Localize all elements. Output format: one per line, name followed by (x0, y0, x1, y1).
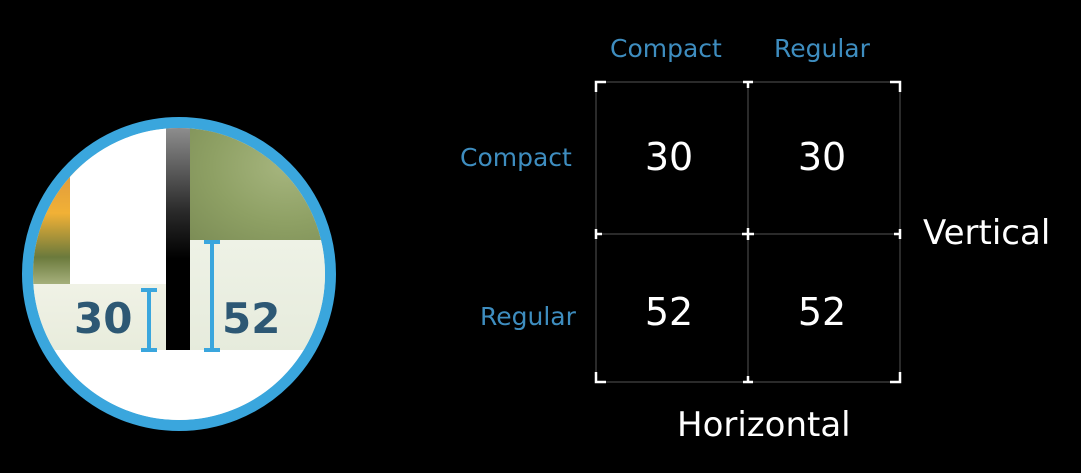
divider-bar (166, 128, 190, 353)
row-header-compact: Compact (460, 143, 572, 172)
magnifier-circle: 30 52 (22, 117, 336, 431)
lens-value-left: 30 (74, 294, 133, 343)
vertical-axis-label: Vertical (923, 213, 1051, 253)
cell-compact-compact: 30 (644, 135, 694, 179)
photo-fragment-right (190, 128, 325, 240)
lens-bottom-fill (33, 350, 325, 420)
cell-regular-compact: 52 (644, 290, 694, 334)
cell-compact-regular: 30 (797, 135, 847, 179)
column-header-compact: Compact (610, 34, 722, 63)
corner-marks (594, 80, 902, 384)
row-header-regular: Regular (480, 302, 576, 331)
lens-value-right: 52 (222, 294, 281, 343)
bar-strip-left (33, 284, 166, 350)
column-header-regular: Regular (774, 34, 870, 63)
white-panel (70, 128, 166, 284)
height-brackets (141, 240, 220, 352)
cell-regular-regular: 52 (797, 290, 847, 334)
horizontal-axis-label: Horizontal (677, 405, 851, 445)
